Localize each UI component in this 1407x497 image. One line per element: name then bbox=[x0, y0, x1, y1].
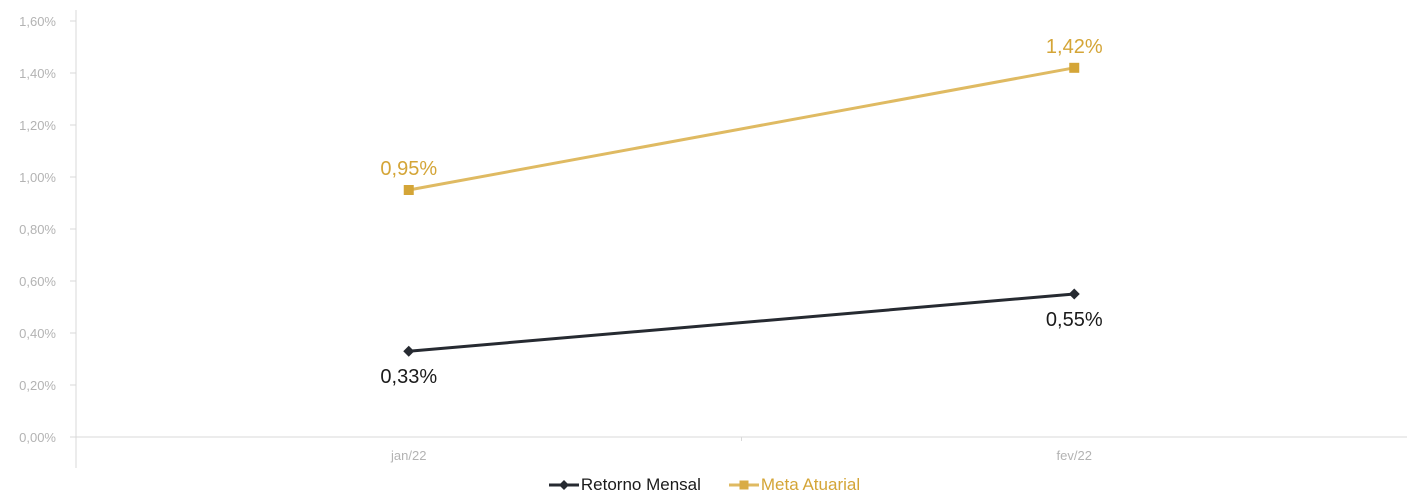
legend-item-meta-atuarial: Meta Atuarial bbox=[727, 475, 860, 495]
x-tick-label: fev/22 bbox=[1057, 448, 1092, 463]
y-tick-label: 1,20% bbox=[19, 118, 56, 133]
data-point-meta-atuarial bbox=[403, 185, 414, 195]
y-tick-label: 0,80% bbox=[19, 222, 56, 237]
data-label-retorno-mensal: 0,55% bbox=[1046, 309, 1103, 331]
data-label-meta-atuarial: 1,42% bbox=[1046, 36, 1103, 58]
y-tick-label: 0,00% bbox=[19, 430, 56, 445]
y-tick-label: 0,40% bbox=[19, 326, 56, 341]
legend-item-retorno-mensal: Retorno Mensal bbox=[547, 475, 701, 495]
square-marker-icon bbox=[728, 480, 759, 490]
legend: Retorno Mensal Meta Atuarial bbox=[0, 475, 1407, 495]
y-tick-label: 1,60% bbox=[19, 14, 56, 29]
data-label-meta-atuarial: 0,95% bbox=[380, 158, 437, 180]
series-line-meta-atuarial bbox=[408, 66, 1075, 192]
data-point-meta-atuarial bbox=[1069, 62, 1080, 73]
y-tick-label: 1,40% bbox=[19, 66, 56, 81]
data-point-retorno-mensal bbox=[1068, 288, 1080, 300]
data-label-retorno-mensal: 0,33% bbox=[380, 366, 437, 388]
series-line-retorno-mensal bbox=[408, 292, 1075, 353]
diamond-marker-icon bbox=[548, 480, 579, 490]
y-tick-label: 0,60% bbox=[19, 274, 56, 289]
y-tick-label: 0,20% bbox=[19, 378, 56, 393]
legend-label-retorno-mensal: Retorno Mensal bbox=[580, 475, 701, 494]
x-tick-label: jan/22 bbox=[390, 448, 426, 463]
legend-label-meta-atuarial: Meta Atuarial bbox=[760, 475, 861, 494]
data-point-retorno-mensal bbox=[403, 345, 415, 357]
y-tick-label: 1,00% bbox=[19, 170, 56, 185]
